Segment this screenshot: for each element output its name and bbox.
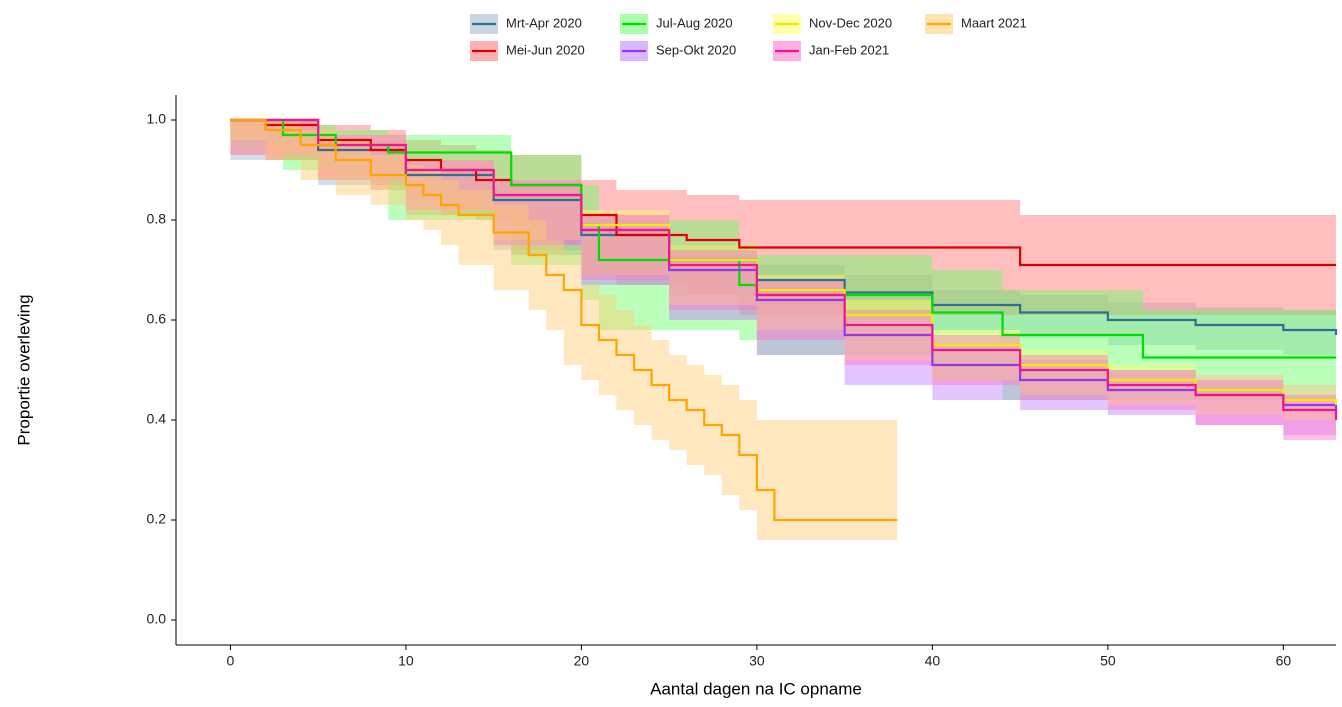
y-tick-label: 0.8 [147,211,167,227]
x-tick-label: 0 [227,653,235,669]
x-axis-title: Aantal dagen na IC opname [650,679,862,698]
survival-line [230,118,1336,359]
confidence-band [230,120,1336,435]
y-tick-label: 0.2 [147,511,167,527]
legend: Mrt-Apr 2020 Mei-Jun 2020 Jul-Aug 2020 Sep-… [470,14,1027,61]
legend-label: Jan-Feb 2021 [809,42,889,57]
y-tick-label: 0.0 [147,611,167,627]
legend-label: Jul-Aug 2020 [656,15,733,30]
x-tick-label: 50 [1100,653,1116,669]
x-tick-label: 30 [749,653,765,669]
x-tick-label: 60 [1276,653,1292,669]
y-tick-label: 1.0 [147,111,167,127]
survival-line [230,118,898,522]
y-tick-label: 0.6 [147,311,167,327]
confidence-band [230,120,1336,355]
legend-label: Mrt-Apr 2020 [506,15,582,30]
y-tick-label: 0.4 [147,411,167,427]
x-tick-label: 20 [574,653,590,669]
lines [230,118,1338,522]
y-axis-title: Proportie overleving [14,294,33,445]
bands [230,120,1336,540]
confidence-band [230,120,1336,400]
legend-label: Nov-Dec 2020 [809,15,892,30]
survival-line [230,118,1338,335]
axes: 0 10 20 30 40 50 60 0.0 0.2 0.4 0.6 0.8 1.0 [147,95,1336,669]
confidence-band [230,120,1336,315]
legend-label: Maart 2021 [961,15,1027,30]
x-tick-label: 10 [398,653,414,669]
legend-label: Sep-Okt 2020 [656,42,736,57]
x-tick-label: 40 [925,653,941,669]
legend-label: Mei-Jun 2020 [506,42,585,57]
survival-line [230,118,1338,420]
